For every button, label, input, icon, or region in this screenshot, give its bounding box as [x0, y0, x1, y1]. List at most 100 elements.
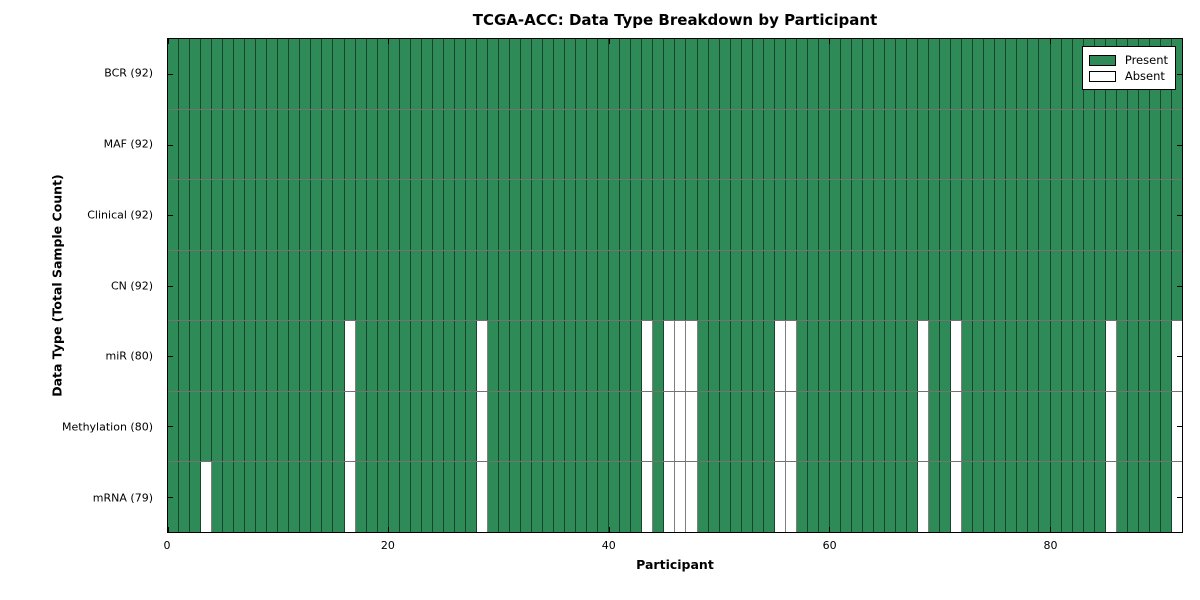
grid-cell	[686, 250, 698, 321]
y-tick-mark	[168, 144, 173, 146]
x-tick-mark	[1049, 39, 1051, 44]
grid-cell	[896, 180, 908, 250]
grid-cell	[1028, 462, 1040, 533]
grid-cell	[289, 321, 301, 391]
grid-cell	[1116, 180, 1128, 250]
grid-cell	[344, 462, 356, 533]
grid-cell	[366, 109, 378, 180]
grid-cell	[1072, 250, 1084, 321]
grid-cell	[201, 462, 213, 533]
grid-cell	[212, 250, 224, 321]
x-tick-label: 0	[163, 539, 171, 552]
grid-cell	[874, 321, 886, 391]
grid-cell	[807, 39, 819, 109]
grid-cell	[543, 250, 555, 321]
grid-cell	[476, 39, 488, 109]
grid-cell	[995, 321, 1007, 391]
grid-cell	[951, 39, 963, 109]
grid-cell	[1039, 39, 1051, 109]
grid-cell	[377, 321, 389, 391]
grid-cell	[918, 321, 930, 391]
grid-cell	[785, 250, 797, 321]
grid-cell	[289, 180, 301, 250]
grid-cell	[829, 321, 841, 391]
grid-cell	[752, 109, 764, 180]
grid-cell	[829, 250, 841, 321]
grid-cell	[399, 109, 411, 180]
grid-cell	[366, 391, 378, 462]
legend-label-absent: Absent	[1124, 69, 1165, 83]
grid-cell	[1083, 321, 1095, 391]
grid-cell	[311, 250, 323, 321]
grid-cell	[929, 391, 941, 462]
grid-cell	[697, 39, 709, 109]
grid-cell	[366, 180, 378, 250]
grid-cell	[410, 250, 422, 321]
grid-cell	[498, 180, 510, 250]
grid-cell	[885, 39, 897, 109]
grid-cell	[1050, 462, 1062, 533]
grid-cell	[576, 250, 588, 321]
grid-cell	[719, 250, 731, 321]
grid-cell	[907, 391, 919, 462]
grid-cell	[1006, 250, 1018, 321]
grid-cell	[1006, 462, 1018, 533]
grid-cell	[940, 250, 952, 321]
grid-cell	[532, 391, 544, 462]
grid-cell	[785, 180, 797, 250]
grid-cell	[1127, 250, 1139, 321]
grid-cell	[796, 109, 808, 180]
y-tick-mark	[1177, 355, 1182, 357]
grid-cell	[278, 180, 290, 250]
grid-cell	[377, 462, 389, 533]
grid-cell	[796, 39, 808, 109]
grid-cell	[498, 462, 510, 533]
grid-cell	[885, 180, 897, 250]
grid-cell	[785, 109, 797, 180]
y-tick-mark	[168, 426, 173, 428]
grid-cell	[201, 109, 213, 180]
grid-cell	[576, 391, 588, 462]
grid-cell	[234, 462, 246, 533]
grid-cell	[763, 462, 775, 533]
grid-cell	[796, 462, 808, 533]
grid-cell	[256, 180, 268, 250]
grid-cell	[1127, 109, 1139, 180]
grid-cell	[973, 462, 985, 533]
grid-cell	[245, 391, 257, 462]
grid-cell	[907, 39, 919, 109]
grid-cell	[399, 391, 411, 462]
grid-cell	[1160, 462, 1172, 533]
grid-cell	[223, 250, 235, 321]
heatmap-grid	[168, 39, 1182, 533]
grid-cell	[201, 391, 213, 462]
grid-cell	[1006, 180, 1018, 250]
grid-cell	[355, 109, 367, 180]
grid-cell	[344, 109, 356, 180]
grid-cell	[609, 391, 621, 462]
grid-cell	[498, 391, 510, 462]
x-tick-mark	[388, 527, 390, 532]
grid-cell	[212, 109, 224, 180]
grid-cell	[179, 462, 191, 533]
grid-cell	[322, 250, 334, 321]
x-tick-label: 60	[822, 539, 837, 552]
grid-cell	[300, 462, 312, 533]
x-tick-mark	[829, 39, 831, 44]
grid-cell	[774, 109, 786, 180]
grid-cell	[642, 462, 654, 533]
grid-cell	[443, 109, 455, 180]
x-tick-mark	[388, 39, 390, 44]
heatmap-row	[168, 321, 1182, 392]
grid-cell	[862, 250, 874, 321]
grid-cell	[1017, 462, 1029, 533]
grid-cell	[234, 109, 246, 180]
grid-cell	[918, 462, 930, 533]
grid-cell	[940, 321, 952, 391]
grid-cell	[697, 321, 709, 391]
grid-cell	[234, 250, 246, 321]
grid-cell	[598, 250, 610, 321]
grid-cell	[509, 250, 521, 321]
grid-cell	[333, 321, 345, 391]
grid-cell	[807, 250, 819, 321]
